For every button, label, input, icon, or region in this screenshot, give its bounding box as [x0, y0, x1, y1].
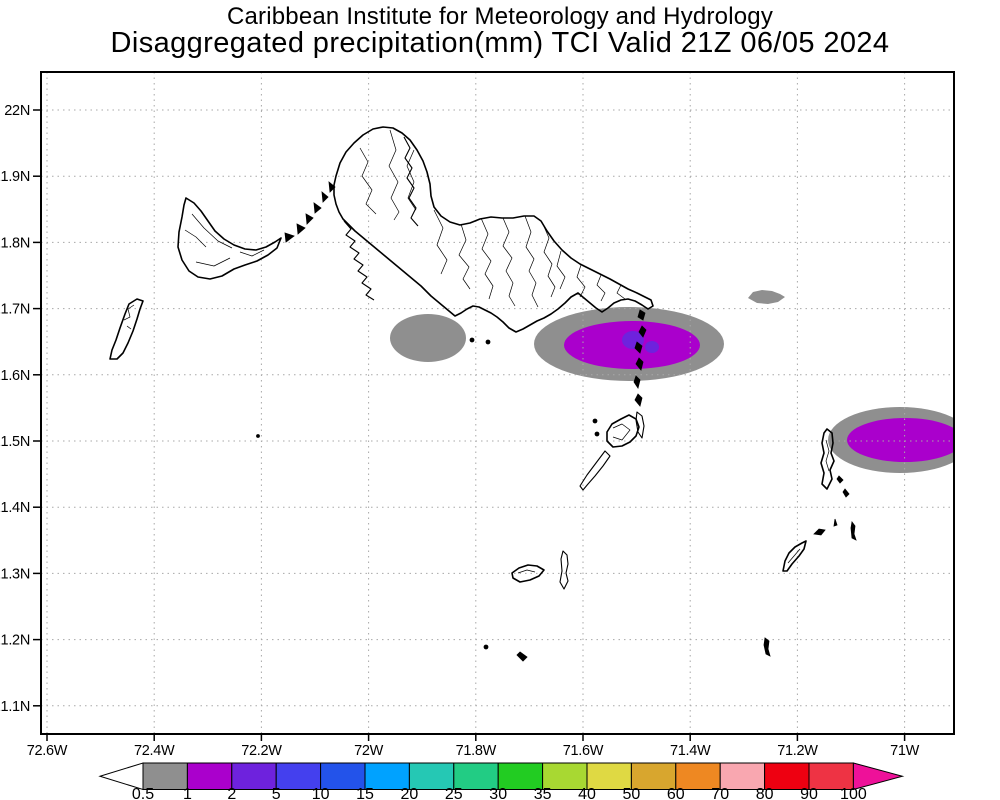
island-great-sand-cay	[763, 637, 771, 657]
colorbar-segment	[497, 762, 544, 790]
precipitation-areas	[390, 290, 954, 473]
colorbar-tick-label: 50	[623, 786, 641, 800]
grid-layer	[41, 72, 954, 734]
colorbar-tick-label: 1	[183, 786, 192, 800]
chart-title-line2: Disaggregated precipitation(mm) TCI Vali…	[110, 27, 890, 59]
island-grand-turk	[820, 428, 835, 490]
island-south-caicos	[606, 414, 640, 448]
island-providenciales-detail	[184, 213, 265, 267]
caicos-bank-shore-detail	[343, 136, 419, 301]
islet-speck-1	[469, 337, 475, 343]
colorbar-segment	[808, 762, 854, 790]
colorbar-tick-label: 30	[489, 786, 507, 800]
island-grand-turk-detail	[825, 439, 830, 472]
islet-speck-6	[483, 644, 489, 650]
island-long-cay	[579, 450, 611, 491]
island-salt-cay-detail	[787, 548, 801, 564]
colorbar-tick-label: 0.5	[132, 786, 154, 800]
island-salt-cay	[782, 540, 807, 572]
lat-tick-label: 21.7N	[0, 302, 30, 318]
colorbar-segment	[186, 762, 233, 790]
lat-tick-label: 21.1N	[0, 699, 30, 715]
colorbar-over-arrow	[852, 762, 905, 791]
lat-tick-label: 22N	[4, 103, 30, 119]
island-south-caicos-detail	[612, 423, 631, 441]
island-big-ambergris-detail	[517, 569, 536, 574]
islet-speck-2	[485, 339, 491, 345]
lat-tick-label: 21.2N	[0, 633, 30, 649]
coastlines	[109, 126, 857, 662]
lon-tick-label: 72.2W	[241, 743, 282, 759]
colorbar-tick-label: 80	[756, 786, 774, 800]
colorbar-segment	[142, 762, 188, 790]
rain-area-eastcaicos-2mm-b	[645, 341, 659, 353]
plot-border	[40, 71, 955, 735]
colorbar-tick-label: 60	[667, 786, 685, 800]
colorbar-tick-label: 2	[227, 786, 236, 800]
island-big-ambergris-cay	[511, 564, 545, 583]
rain-area-west-0p5mm	[390, 314, 466, 362]
lon-tick-label: 71.2W	[777, 743, 818, 759]
islet-speck-5	[594, 431, 600, 437]
islets-south-of-grand-turk	[836, 475, 850, 498]
rain-area-southeast-1mm	[847, 418, 954, 462]
lat-tick-label: 21.5N	[0, 434, 30, 450]
lat-tick-label: 21.9N	[0, 169, 30, 185]
colorbar-segment	[719, 762, 766, 790]
colorbar-segment	[320, 762, 366, 790]
colorbar-tick-label: 15	[356, 786, 374, 800]
lon-tick-label: 71.6W	[563, 743, 604, 759]
lat-tick-label: 21.8N	[0, 235, 30, 251]
colorbar-legend: 0.5 1 2 5 10 15 20 25 30 35 40 50 60 70 80 90 100	[98, 762, 905, 800]
islets-turks-bank	[813, 518, 857, 541]
colorbar-tick-label: 90	[800, 786, 818, 800]
colorbar-segment	[408, 762, 455, 790]
lat-tick-label: 21.4N	[0, 500, 30, 516]
colorbar-segment	[764, 762, 810, 790]
colorbar-segment	[453, 762, 499, 790]
lon-tick-label: 72.6W	[27, 743, 68, 759]
colorbar-tick-label: 25	[445, 786, 463, 800]
chart-title-line1: Caribbean Institute for Meteorology and …	[226, 3, 774, 30]
islets-east-chain	[633, 309, 647, 407]
colorbar-tick-label: 40	[578, 786, 596, 800]
lon-tick-label: 72W	[354, 743, 384, 759]
colorbar-segment	[630, 762, 677, 790]
lon-tick-label: 71.8W	[456, 743, 497, 759]
colorbar-tick-label: 5	[272, 786, 281, 800]
island-little-ambergris-cay	[559, 550, 569, 590]
islet-speck-3	[256, 434, 260, 438]
lon-tick-label: 71.4W	[670, 743, 711, 759]
island-providenciales	[177, 197, 282, 280]
island-north-middle-east-caicos	[333, 126, 654, 333]
lat-tick-label: 21.6N	[0, 368, 30, 384]
colorbar-tick-label: 10	[312, 786, 330, 800]
lon-tick-label: 71W	[890, 743, 920, 759]
colorbar-tick-label: 35	[534, 786, 552, 800]
colorbar-tick-label: 20	[401, 786, 419, 800]
colorbar-tick-label: 70	[711, 786, 729, 800]
islet-speck-7	[516, 651, 528, 662]
island-west-caicos-detail	[123, 304, 135, 330]
islet-speck-4	[592, 418, 598, 424]
rain-area-north-0p5mm	[748, 290, 785, 304]
colorbar-segment	[675, 762, 721, 790]
colorbar-segment	[364, 762, 410, 790]
colorbar-segment	[542, 762, 588, 790]
colorbar-segment	[275, 762, 322, 790]
caicos-district-boundaries	[359, 129, 626, 308]
lat-tick-label: 21.3N	[0, 566, 30, 582]
lon-tick-label: 72.4W	[134, 743, 175, 759]
islets-caicos-cays	[284, 181, 336, 243]
colorbar-tick-label: 100	[840, 786, 867, 800]
island-west-caicos	[109, 298, 144, 360]
axis-layer: 72.6W 72.4W 72.2W 72W 71.8W 71.6W 71.4W 71.2W 71…	[0, 103, 920, 759]
colorbar-segment	[231, 762, 277, 790]
